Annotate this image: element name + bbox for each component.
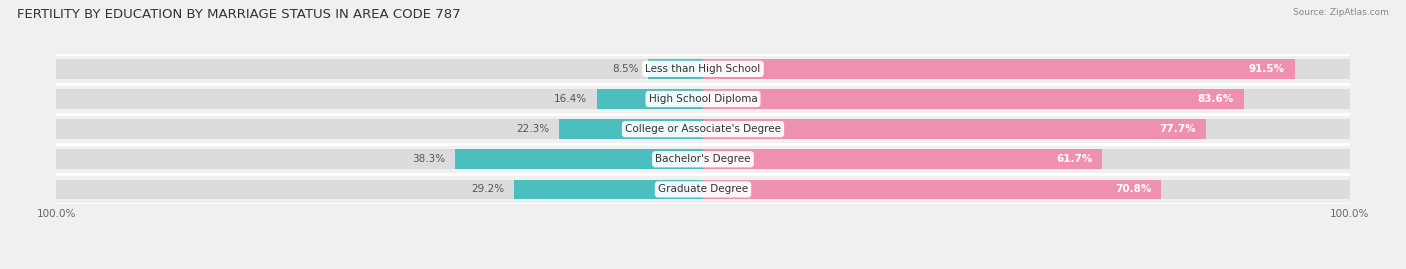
Bar [56, 180, 703, 199]
Text: 61.7%: 61.7% [1056, 154, 1092, 164]
Text: FERTILITY BY EDUCATION BY MARRIAGE STATUS IN AREA CODE 787: FERTILITY BY EDUCATION BY MARRIAGE STATU… [17, 8, 461, 21]
Text: Less than High School: Less than High School [645, 64, 761, 74]
Bar [56, 59, 703, 79]
Text: 91.5%: 91.5% [1249, 64, 1285, 74]
Bar [703, 119, 1350, 139]
Text: Source: ZipAtlas.com: Source: ZipAtlas.com [1294, 8, 1389, 17]
Text: High School Diploma: High School Diploma [648, 94, 758, 104]
Text: 22.3%: 22.3% [516, 124, 550, 134]
Text: 29.2%: 29.2% [471, 184, 505, 194]
Bar [703, 150, 1102, 169]
Bar [56, 150, 703, 169]
Text: Graduate Degree: Graduate Degree [658, 184, 748, 194]
Bar [703, 89, 1244, 109]
Bar [703, 59, 1295, 79]
Bar [56, 89, 703, 109]
Bar [703, 150, 1350, 169]
Bar [598, 89, 703, 109]
Bar [703, 59, 1350, 79]
Text: 77.7%: 77.7% [1159, 124, 1197, 134]
Text: 83.6%: 83.6% [1198, 94, 1234, 104]
Text: Bachelor's Degree: Bachelor's Degree [655, 154, 751, 164]
Bar [703, 180, 1161, 199]
Bar [558, 119, 703, 139]
Text: 70.8%: 70.8% [1115, 184, 1152, 194]
Bar [515, 180, 703, 199]
Text: 8.5%: 8.5% [612, 64, 638, 74]
Bar [648, 59, 703, 79]
Text: 38.3%: 38.3% [412, 154, 446, 164]
Bar [456, 150, 703, 169]
Bar [703, 119, 1205, 139]
Text: 16.4%: 16.4% [554, 94, 588, 104]
Bar [56, 119, 703, 139]
Bar [703, 180, 1350, 199]
Bar [703, 89, 1350, 109]
Text: College or Associate's Degree: College or Associate's Degree [626, 124, 780, 134]
